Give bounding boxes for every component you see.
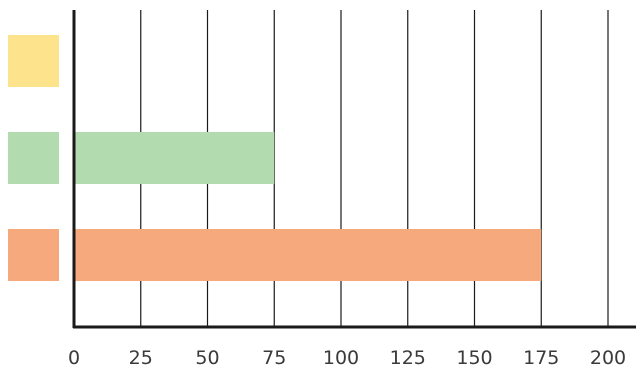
legend-swatch-1 (8, 35, 59, 87)
x-tick-label-175: 175 (523, 347, 559, 365)
x-tick-label-125: 125 (390, 347, 426, 365)
bar-2 (74, 132, 275, 184)
x-tick-label-100: 100 (323, 347, 359, 365)
legend-swatch-3 (8, 229, 59, 281)
x-tick-label-150: 150 (456, 347, 492, 365)
x-tick-label-200: 200 (590, 347, 626, 365)
bar-3 (74, 229, 542, 281)
x-tick-label-0: 0 (68, 347, 80, 365)
legend-swatch-2 (8, 132, 59, 184)
axes (72, 10, 636, 329)
legend-swatches (8, 35, 59, 281)
bars (74, 132, 542, 281)
x-tick-label-50: 50 (195, 347, 219, 365)
x-tick-labels: 0 25 50 75 100 125 150 175 200 (68, 347, 626, 365)
x-tick-label-75: 75 (262, 347, 286, 365)
x-tick-label-25: 25 (129, 347, 153, 365)
